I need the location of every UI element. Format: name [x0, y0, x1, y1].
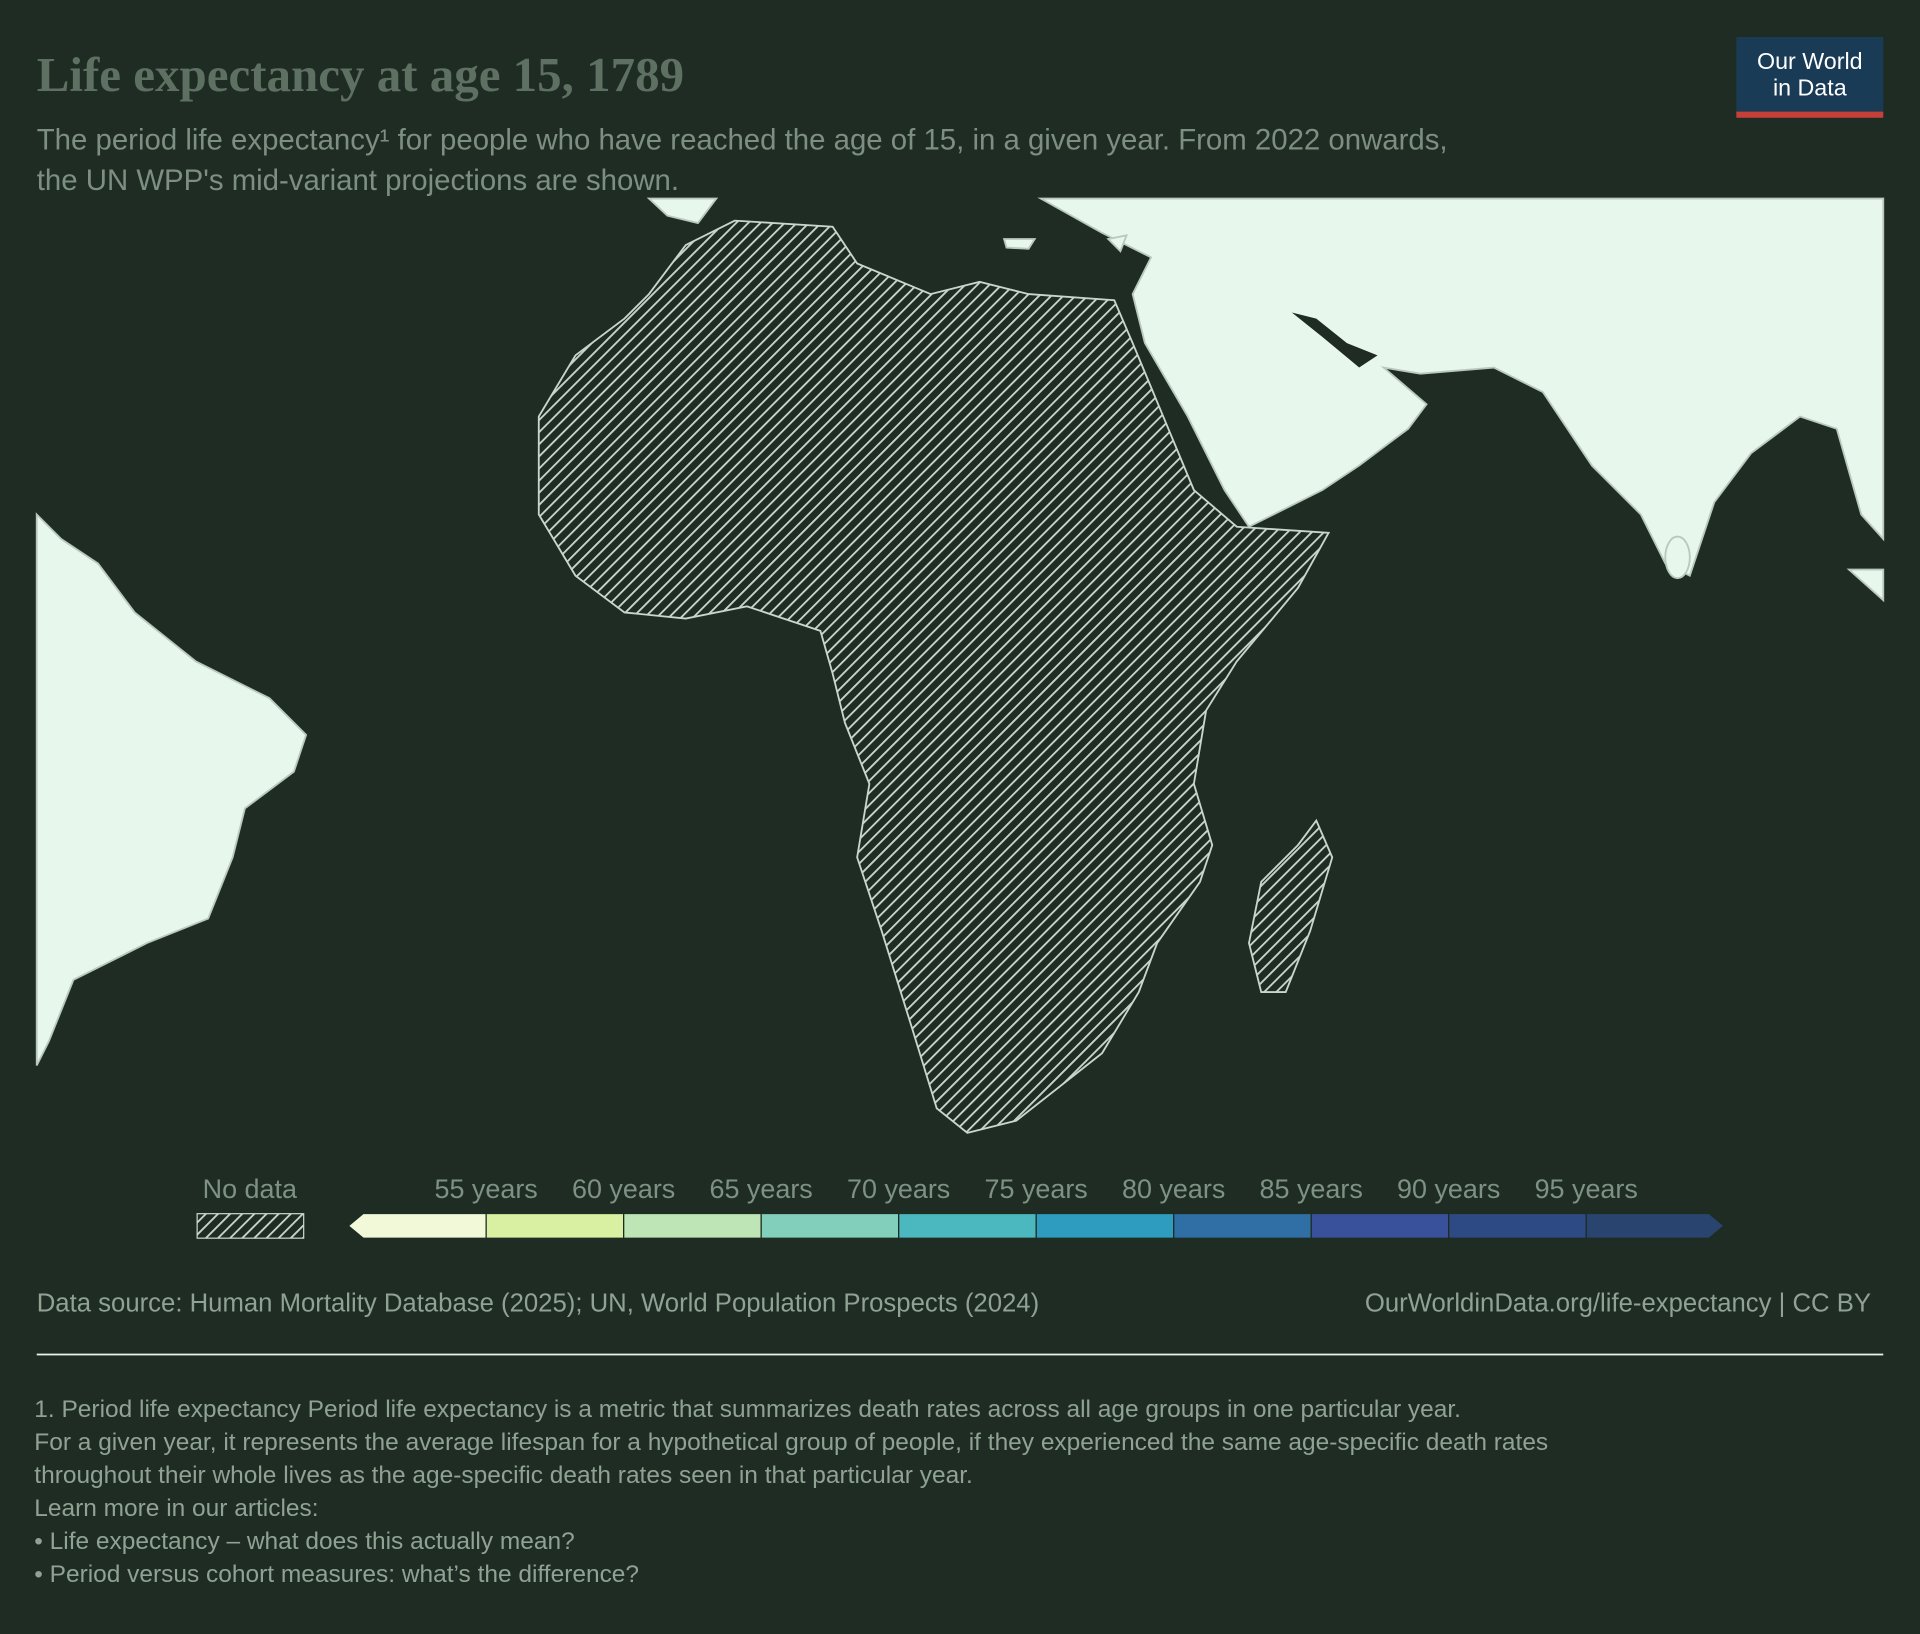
- legend-label: 75 years: [985, 1174, 1088, 1204]
- europe: [646, 197, 1128, 253]
- legend-label: 90 years: [1397, 1174, 1500, 1204]
- legend-label: 60 years: [572, 1174, 675, 1204]
- logo-box: [1736, 36, 1884, 113]
- logo-text: Our World: [1757, 48, 1863, 74]
- logo[interactable]: Our World in Data: [1736, 36, 1884, 118]
- legend-label: 95 years: [1535, 1174, 1638, 1204]
- legend-bin: [1173, 1213, 1312, 1239]
- note-line: 1. Period life expectancy Period life ex…: [34, 1396, 1461, 1423]
- legend-bin: [1310, 1213, 1450, 1239]
- subtitle: The period life expectancy¹ for people w…: [37, 124, 1448, 157]
- logo-text: in Data: [1773, 75, 1847, 101]
- madagascar: [1248, 818, 1334, 993]
- legend-bin: [485, 1213, 625, 1239]
- legend-bin: [898, 1213, 1037, 1239]
- legend-label: 55 years: [434, 1174, 537, 1204]
- subtitle: the UN WPP's mid-variant projections are…: [37, 164, 679, 197]
- url[interactable]: OurWorldinData.org/life-expectancy | CC …: [1365, 1290, 1871, 1318]
- note-line: For a given year, it represents the aver…: [34, 1429, 1548, 1456]
- legend-label: 85 years: [1260, 1174, 1363, 1204]
- legend-label: 65 years: [710, 1174, 813, 1204]
- note-line: • Period versus cohort measures: what’s …: [34, 1561, 639, 1588]
- note-line: Learn more in our articles:: [34, 1495, 318, 1522]
- note-line: throughout their whole lives as the age-…: [34, 1462, 973, 1489]
- legend-bin: [623, 1213, 762, 1239]
- legend-label: 80 years: [1122, 1174, 1225, 1204]
- source: Data source: Human Mortality Database (2…: [37, 1290, 1039, 1318]
- legend-bin: [1585, 1213, 1725, 1239]
- legend-bin: [347, 1213, 487, 1239]
- note-line: • Life expectancy – what does this actua…: [34, 1528, 574, 1555]
- logo-bar: [1736, 111, 1884, 118]
- south-america: [35, 512, 308, 1066]
- legend: No data 55 years 60 years 65 years 70 years…: [196, 1174, 1725, 1239]
- notes: 1. Period life expectancy Period life ex…: [34, 1396, 1548, 1588]
- gulf: [1291, 312, 1378, 368]
- legend-no-data-label: No data: [203, 1174, 297, 1204]
- sri-lanka: [1664, 535, 1691, 580]
- legend-no-data: [196, 1213, 305, 1239]
- legend-bin: [1035, 1213, 1175, 1239]
- legend-bin: [760, 1213, 900, 1239]
- legend-bin: [1448, 1213, 1587, 1239]
- africa: [537, 219, 1331, 1134]
- eurasia: [1037, 197, 1885, 578]
- indonesia: [1846, 568, 1885, 603]
- legend-label: 70 years: [847, 1174, 950, 1204]
- title: Life expectancy at age 15, 1789: [37, 47, 684, 102]
- map: [35, 197, 1885, 1134]
